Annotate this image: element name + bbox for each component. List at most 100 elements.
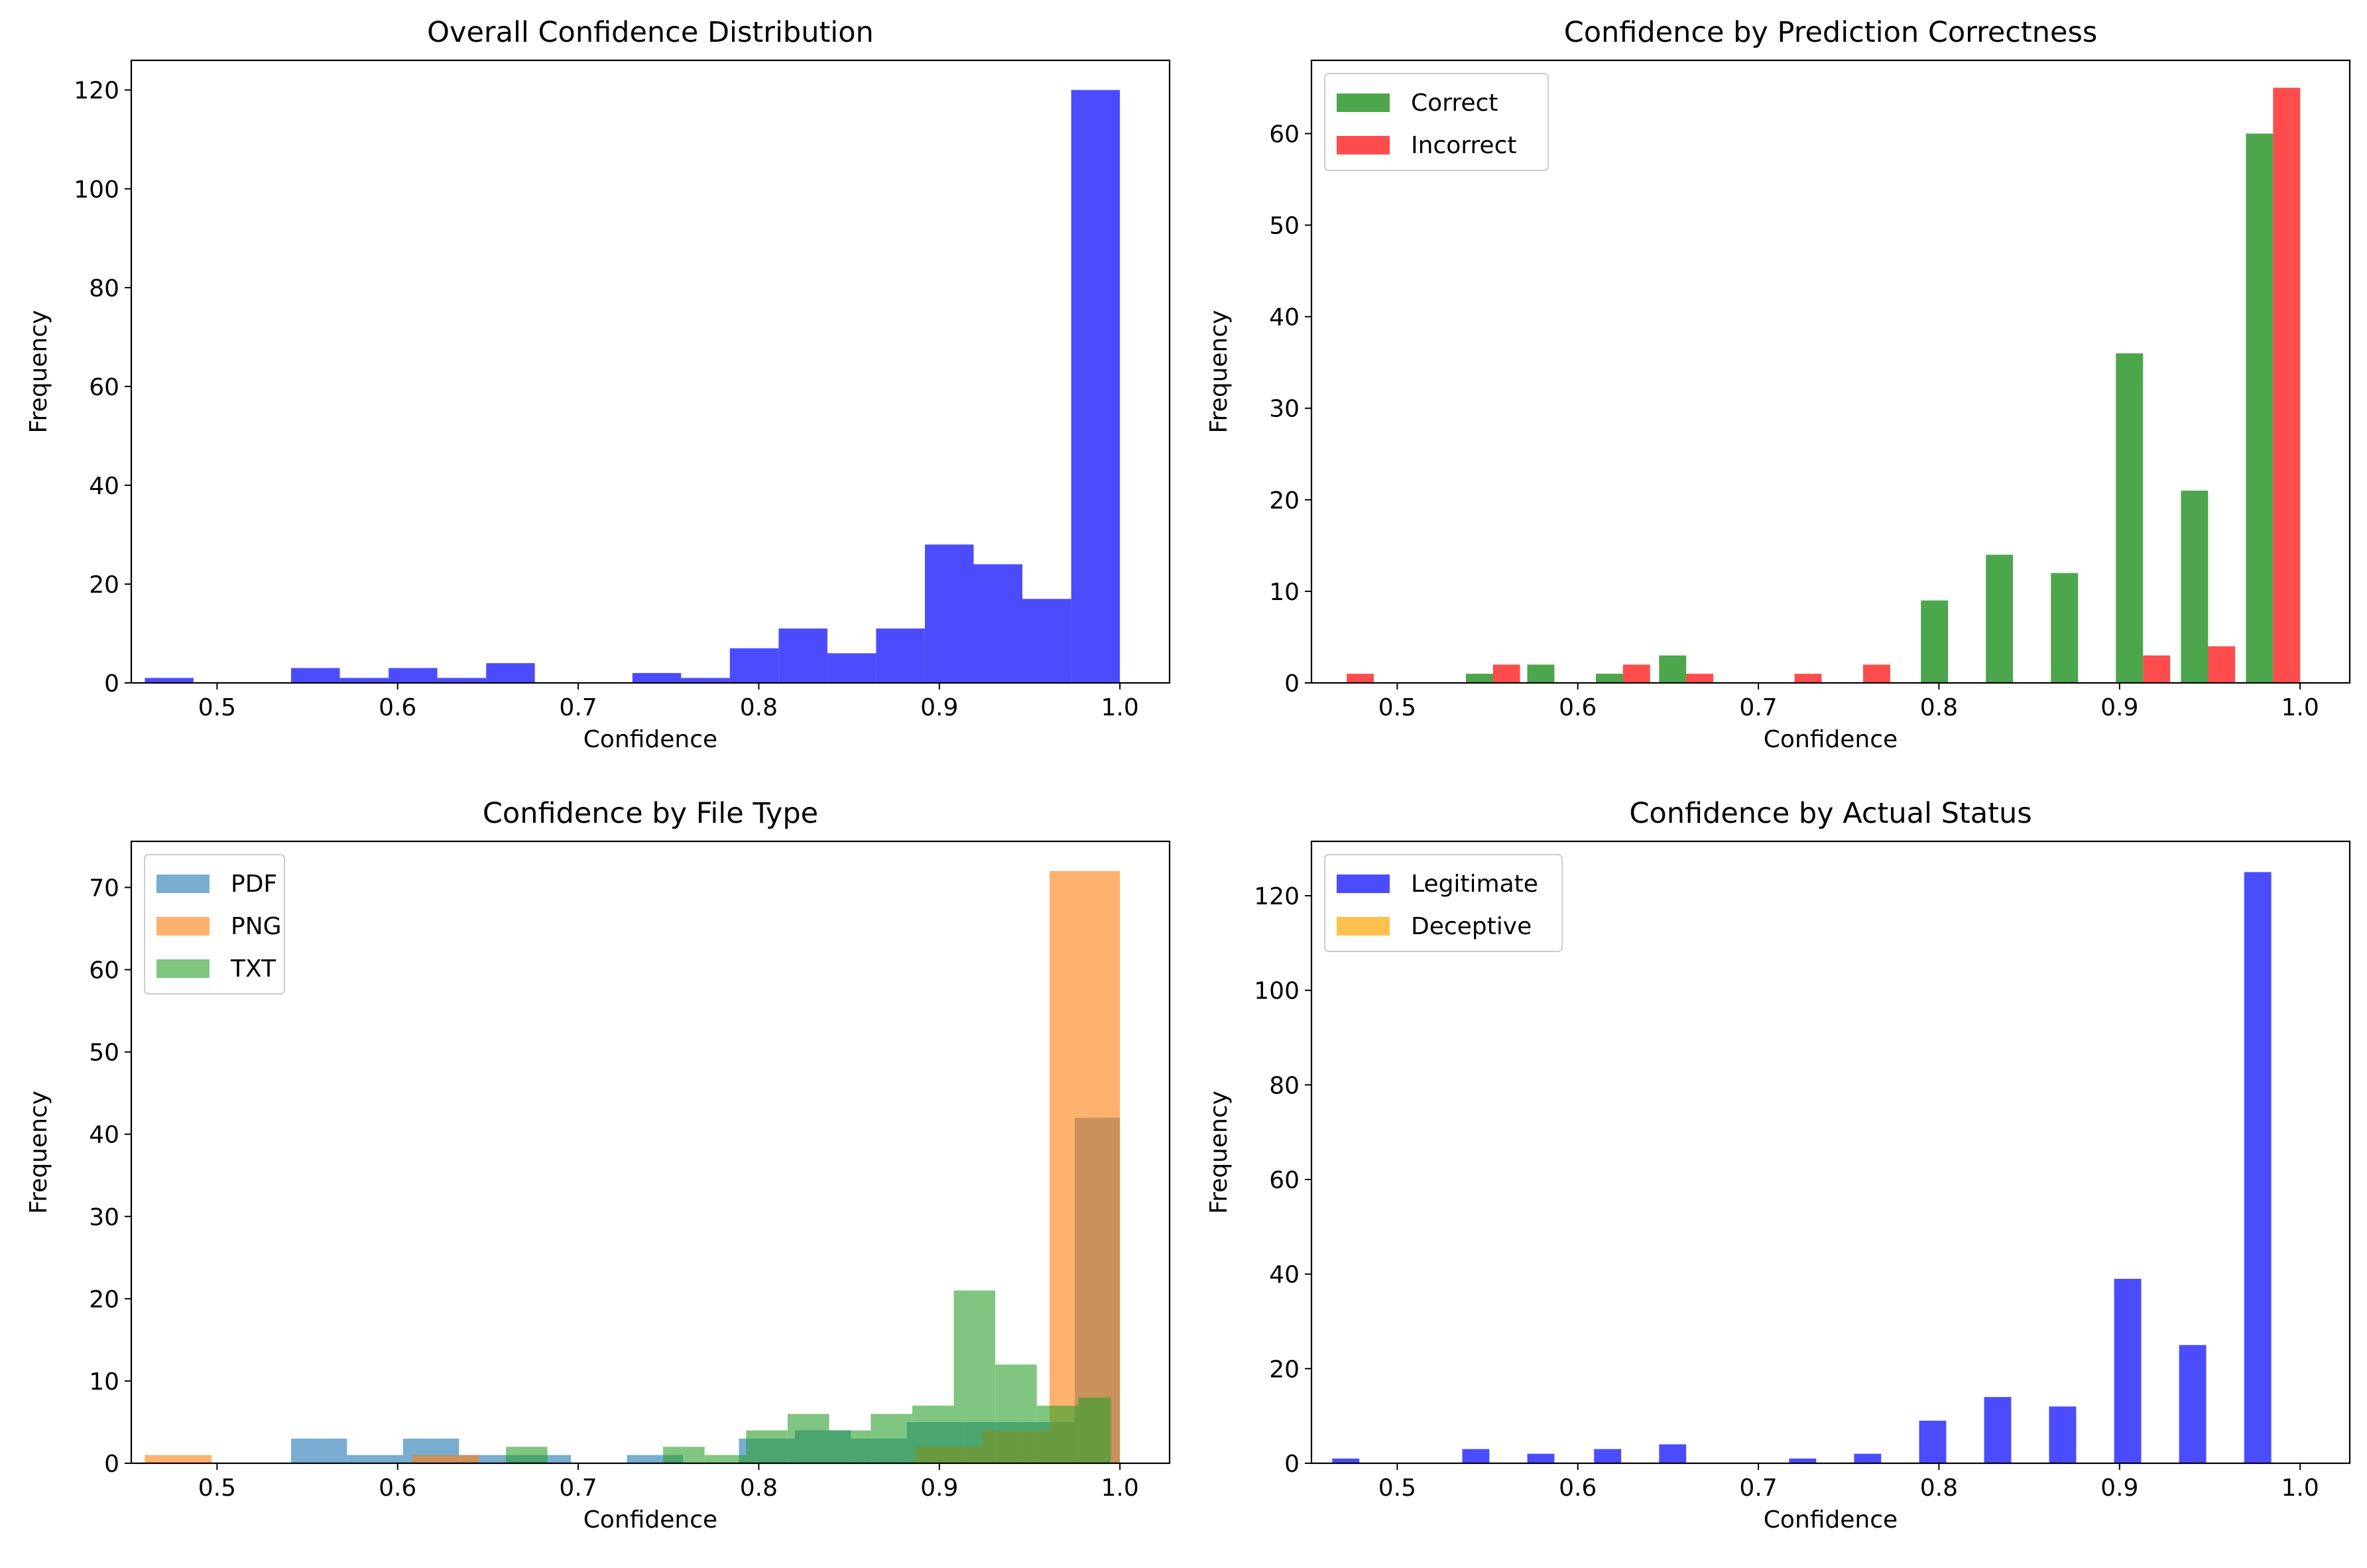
- y-tick-label: 50: [89, 1040, 119, 1067]
- bar: [912, 1406, 954, 1463]
- y-tick-label: 0: [104, 1451, 119, 1478]
- bar: [2114, 1278, 2142, 1463]
- x-tick-label: 0.7: [1739, 1475, 1777, 1502]
- bar: [437, 678, 487, 683]
- bar: [1036, 1406, 1079, 1463]
- bar: [1078, 1397, 1111, 1463]
- bar: [681, 678, 730, 683]
- y-tick-label: 30: [1269, 396, 1300, 423]
- bar: [2116, 353, 2144, 683]
- x-axis-label: Confidence: [583, 1506, 717, 1534]
- legend-label: Deceptive: [1411, 913, 1532, 940]
- y-tick-label: 50: [1269, 213, 1300, 240]
- axes-frame: [1310, 840, 2351, 1465]
- legend-label: Legitimate: [1411, 871, 1538, 898]
- bar: [632, 673, 682, 683]
- y-tick-label: 0: [104, 670, 119, 697]
- bar: [1594, 1449, 1622, 1463]
- x-tick-label: 0.8: [740, 694, 778, 721]
- chart-panel-4: 0.5 0.6 0.7 0.8 0.9 1.0 0 20 40 60 80 100 120 Confide…: [1205, 797, 2351, 1534]
- bar: [1622, 664, 1650, 683]
- bar: [1863, 664, 1890, 683]
- legend-swatch: [156, 917, 210, 935]
- bar: [1984, 1397, 2012, 1463]
- bar: [1659, 655, 1687, 683]
- bar: [2049, 1406, 2077, 1463]
- bar: [1527, 664, 1555, 683]
- bar: [2051, 573, 2079, 683]
- bar: [925, 544, 974, 683]
- y-tick-label: 120: [74, 78, 119, 105]
- legend-label: PNG: [231, 913, 282, 940]
- bar: [145, 1455, 212, 1463]
- legend-label: Incorrect: [1411, 132, 1517, 159]
- y-tick-label: 80: [89, 275, 119, 302]
- x-tick-label: 0.9: [920, 694, 958, 721]
- x-axis-label: Confidence: [1764, 726, 1898, 753]
- y-tick-label: 60: [89, 374, 119, 401]
- bar: [788, 1414, 829, 1463]
- y-axis-label: Frequency: [1205, 310, 1233, 434]
- y-tick-label: 10: [1269, 579, 1300, 606]
- bar: [778, 629, 827, 683]
- bar: [1347, 674, 1374, 683]
- bar: [347, 1455, 403, 1463]
- y-tick-label: 30: [89, 1204, 119, 1231]
- chart-panels: 0.5 0.6 0.7 0.8 0.9 1.0020406080100120Confide…: [25, 16, 2351, 1534]
- chart-title: Overall Confidence Distribution: [427, 16, 874, 49]
- y-axis-label: Frequency: [1205, 1091, 1233, 1214]
- x-tick-label: 0.8: [1920, 1475, 1958, 1502]
- bar: [291, 668, 340, 683]
- y-tick-label: 60: [1269, 1167, 1300, 1194]
- y-tick-label: 100: [1254, 978, 1300, 1005]
- axes-frame: [1310, 59, 2351, 684]
- bar: [389, 668, 438, 683]
- y-tick-label: 10: [89, 1368, 119, 1396]
- bar: [339, 678, 389, 683]
- bar: [876, 629, 925, 683]
- bar: [871, 1414, 912, 1463]
- x-tick-label: 0.5: [198, 694, 236, 721]
- y-tick-label: 0: [1284, 670, 1300, 697]
- axes-frame: [130, 840, 1171, 1465]
- x-tick-label: 0.7: [559, 694, 597, 721]
- y-tick-label: 40: [89, 1122, 119, 1149]
- x-tick-label: 0.7: [1739, 694, 1777, 721]
- y-tick-label: 40: [89, 473, 119, 500]
- y-tick-label: 20: [1269, 1356, 1300, 1383]
- legend-swatch: [156, 959, 210, 978]
- bar: [2143, 655, 2171, 683]
- bar: [506, 1447, 548, 1463]
- legend: PDF PNG TXT: [144, 854, 285, 995]
- legend-label: Correct: [1411, 90, 1498, 117]
- x-tick-label: 0.8: [740, 1475, 778, 1502]
- legend-swatch: [1337, 136, 1390, 154]
- legend-swatch: [156, 874, 210, 893]
- bar: [1921, 600, 1949, 683]
- bar: [1854, 1453, 1882, 1463]
- bar: [995, 1364, 1037, 1463]
- x-tick-label: 1.0: [1101, 1475, 1138, 1502]
- bar: [829, 1430, 871, 1463]
- x-tick-label: 0.5: [1378, 694, 1416, 721]
- bar: [2181, 491, 2209, 683]
- x-tick-label: 0.7: [559, 1475, 597, 1502]
- chart-panel-2: 0.5 0.6 0.7 0.8 0.9 1.0 0 10 20 30 40 50 60 Confidenc…: [1205, 16, 2351, 753]
- y-tick-label: 40: [1269, 304, 1300, 332]
- bar: [2244, 872, 2272, 1463]
- y-tick-label: 0: [1284, 1451, 1300, 1478]
- y-tick-label: 80: [1269, 1072, 1300, 1099]
- bar: [486, 663, 535, 683]
- x-axis-label: Confidence: [583, 726, 717, 753]
- x-tick-label: 0.9: [2100, 694, 2138, 721]
- bar: [953, 1290, 996, 1463]
- y-tick-label: 20: [1269, 487, 1300, 514]
- x-tick-label: 1.0: [1101, 694, 1138, 721]
- legend-swatch: [1337, 917, 1390, 935]
- bar: [704, 1455, 747, 1463]
- x-tick-label: 0.6: [1559, 1475, 1597, 1502]
- bar: [2246, 133, 2274, 683]
- series-incorrect: [1347, 88, 2301, 683]
